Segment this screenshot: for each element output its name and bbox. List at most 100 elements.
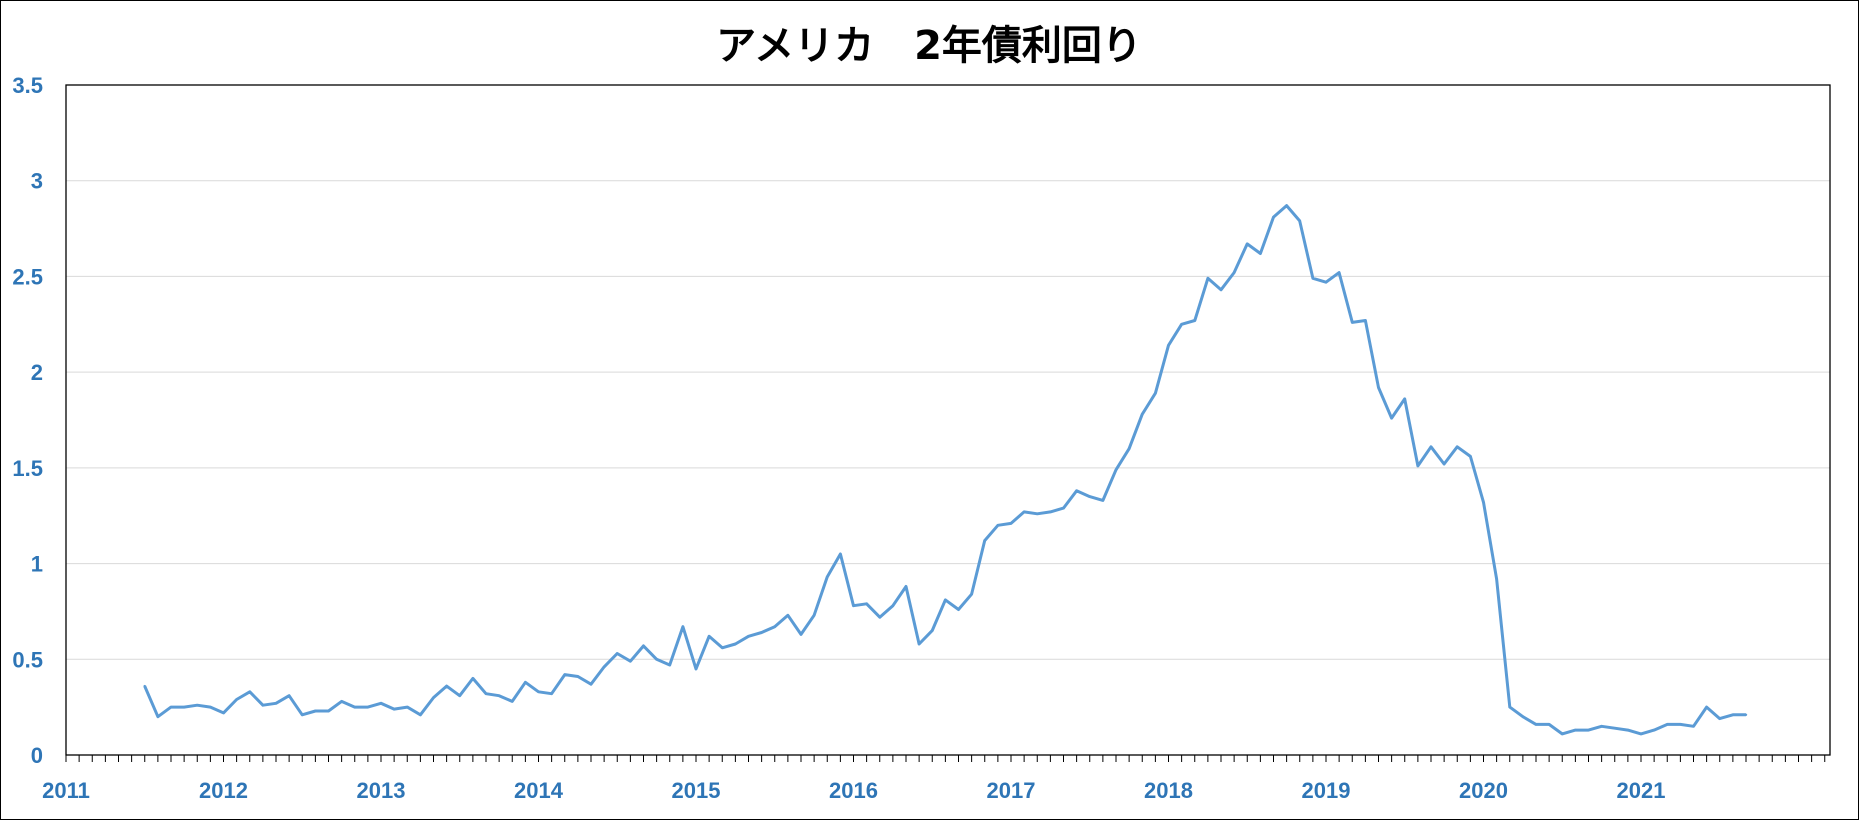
x-tick-label: 2021 — [1617, 778, 1666, 803]
y-tick-label: 3.5 — [12, 73, 43, 98]
data-point — [865, 602, 868, 605]
data-point — [1442, 462, 1446, 466]
x-axis-minor-ticks — [65, 755, 1826, 762]
x-tick-label: 2020 — [1459, 778, 1508, 803]
data-point — [760, 631, 763, 634]
data-point — [471, 677, 475, 680]
data-point — [366, 705, 370, 709]
chart-title: アメリカ 2年債利回り — [716, 23, 1142, 69]
data-point — [537, 690, 540, 693]
data-point — [1285, 204, 1288, 207]
data-point — [1574, 728, 1577, 732]
data-point — [235, 698, 238, 701]
data-point — [156, 715, 160, 718]
data-point — [182, 705, 186, 709]
data-point — [1626, 728, 1630, 732]
data-point — [1416, 464, 1420, 468]
data-point — [287, 694, 291, 697]
data-point — [576, 675, 580, 678]
data-point — [1246, 242, 1249, 246]
y-tick-label: 3 — [31, 169, 43, 194]
data-point — [379, 702, 383, 705]
x-tick-label: 2012 — [199, 778, 248, 803]
series-line-2yr-yield — [143, 204, 1746, 736]
data-point — [1482, 501, 1485, 504]
data-point — [1364, 319, 1367, 322]
data-point — [1206, 277, 1210, 280]
data-point — [1022, 510, 1026, 514]
data-point — [602, 665, 606, 669]
x-tick-label: 2018 — [1144, 778, 1193, 803]
data-point — [209, 705, 212, 709]
data-point — [1219, 288, 1223, 291]
data-point — [1469, 455, 1472, 458]
data-point — [944, 598, 947, 602]
data-point — [747, 635, 750, 638]
data-point — [261, 704, 265, 707]
data-point — [1390, 416, 1393, 420]
gridlines — [66, 180, 1830, 660]
data-point — [1324, 281, 1328, 284]
data-point — [668, 663, 671, 667]
data-point — [1744, 713, 1748, 716]
data-point — [1613, 727, 1616, 730]
data-point — [419, 713, 422, 716]
data-point — [786, 614, 790, 617]
data-point — [1679, 723, 1682, 726]
data-point — [694, 667, 698, 671]
data-point — [1508, 705, 1512, 709]
data-point — [511, 700, 514, 703]
data-point — [878, 616, 881, 619]
data-point — [1534, 723, 1538, 726]
data-point — [852, 604, 855, 607]
y-tick-label: 0.5 — [12, 647, 43, 672]
data-point — [1062, 506, 1065, 510]
data-point — [340, 700, 343, 703]
data-point — [1049, 510, 1052, 514]
y-axis-tick-labels: 0 0.5 1 1.5 2 2.5 3 3.5 — [12, 73, 43, 768]
data-point — [957, 608, 960, 611]
y-tick-label: 2.5 — [12, 264, 43, 289]
data-point — [524, 681, 527, 684]
x-tick-label: 2011 — [42, 778, 90, 803]
data-point — [1705, 705, 1708, 709]
data-point — [983, 539, 986, 542]
data-point — [1114, 468, 1118, 471]
data-point — [1587, 728, 1590, 732]
data-point — [392, 707, 396, 711]
data-point — [1311, 277, 1315, 280]
data-point — [773, 625, 776, 628]
data-point — [1272, 215, 1275, 219]
data-point — [1298, 219, 1301, 223]
data-point — [1232, 271, 1236, 274]
data-point — [642, 644, 645, 648]
x-tick-label: 2013 — [357, 778, 406, 803]
data-point — [904, 585, 908, 588]
x-tick-label: 2019 — [1302, 778, 1351, 803]
data-point — [1600, 725, 1603, 728]
data-point — [274, 702, 278, 705]
data-point — [996, 524, 1000, 527]
plot-area-border — [65, 84, 1831, 756]
data-point — [1521, 715, 1525, 718]
data-point — [826, 575, 829, 579]
y-tick-label: 0 — [31, 743, 43, 768]
data-point — [222, 711, 225, 715]
data-point — [655, 658, 658, 661]
data-point — [1154, 392, 1157, 395]
data-point — [445, 684, 448, 688]
data-point — [1718, 717, 1721, 720]
data-point — [629, 660, 632, 663]
data-point — [721, 646, 724, 649]
data-point — [458, 694, 461, 697]
data-point — [1193, 319, 1197, 322]
data-point — [563, 673, 566, 676]
data-point — [681, 625, 685, 628]
data-point — [812, 614, 816, 617]
data-point — [839, 552, 842, 556]
data-point — [1547, 723, 1551, 726]
data-point — [497, 694, 501, 697]
data-point — [1561, 732, 1564, 736]
data-point — [734, 642, 737, 646]
